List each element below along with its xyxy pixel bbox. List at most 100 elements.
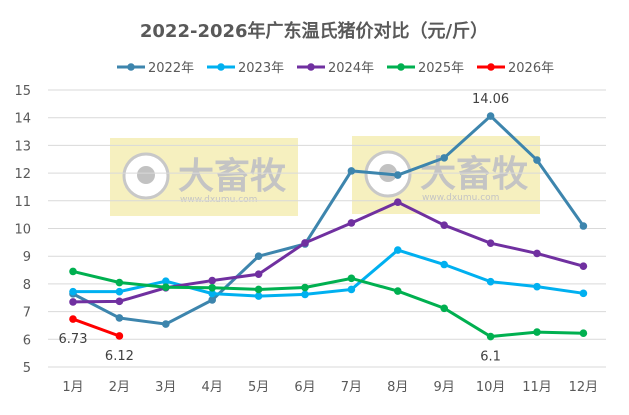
data-point: [301, 290, 309, 299]
data-point: [162, 277, 170, 285]
watermark-url: www.dxumu.com: [180, 195, 257, 205]
data-label: 6.12: [105, 349, 134, 364]
x-tick-label: 2月: [109, 380, 130, 395]
series-2025年: [69, 267, 588, 341]
data-point: [440, 154, 449, 162]
data-point: [486, 277, 495, 286]
data-point: [394, 246, 402, 254]
data-point: [208, 289, 216, 298]
y-tick-label: 12: [14, 167, 31, 182]
data-point: [533, 282, 541, 291]
y-tick-label: 13: [14, 139, 31, 154]
data-point: [533, 156, 541, 164]
legend-label: 2026年: [508, 61, 554, 76]
legend-item: 2023年: [207, 61, 284, 76]
x-tick-label: 11月: [522, 380, 552, 395]
data-point: [579, 222, 588, 230]
gridlines: [48, 89, 606, 368]
data-point: [115, 314, 124, 322]
data-point: [347, 167, 356, 175]
y-tick-label: 6: [23, 333, 31, 348]
x-axis-ticks: 1月 2月 3月 4月 5月 6月 7月 8月 9月 10月 11月 12月: [62, 380, 598, 395]
watermark-url: www.dxumu.com: [422, 193, 499, 203]
x-tick-label: 8月: [387, 380, 408, 395]
series-line: [72, 269, 584, 339]
legend-item: 2022年: [117, 61, 194, 76]
y-axis-ticks: 5 6 7 8 9 10 11 12 13 14 15: [14, 84, 31, 376]
data-point: [440, 260, 449, 269]
data-label: 14.06: [472, 92, 509, 107]
y-tick-label: 7: [23, 306, 31, 321]
data-point: [115, 287, 124, 296]
legend-item: 2025年: [387, 61, 464, 76]
data-point: [162, 320, 170, 328]
data-point: [115, 297, 124, 306]
data-point: [69, 287, 77, 296]
y-tick-label: 8: [23, 278, 31, 293]
legend-label: 2024年: [328, 61, 374, 76]
data-point: [69, 298, 77, 306]
legend-item: 2024年: [297, 61, 374, 76]
y-tick-label: 14: [14, 112, 31, 127]
data-point: [440, 221, 449, 229]
legend-label: 2025年: [418, 61, 464, 76]
data-point: [254, 292, 263, 300]
series-line: [72, 200, 584, 304]
series-2026年: [69, 315, 124, 340]
series-2023年: [69, 246, 588, 300]
legend-label: 2023年: [238, 61, 284, 76]
data-point: [208, 276, 216, 285]
data-point: [579, 289, 588, 298]
legend: 2022年 2023年 2024年 2025年 2026年: [117, 61, 554, 76]
data-point: [69, 315, 77, 323]
x-tick-label: 4月: [202, 380, 223, 395]
data-point: [533, 328, 541, 336]
data-point: [440, 304, 449, 313]
x-tick-label: 6月: [294, 380, 315, 395]
y-tick-label: 15: [14, 84, 31, 99]
data-point: [162, 283, 170, 292]
data-point: [394, 171, 402, 179]
data-point: [301, 239, 309, 247]
x-tick-label: 1月: [62, 380, 83, 395]
y-tick-label: 11: [14, 195, 31, 210]
data-point: [486, 332, 495, 341]
y-tick-label: 9: [23, 250, 31, 265]
data-point: [486, 239, 495, 247]
data-point: [301, 283, 309, 292]
data-point: [347, 285, 356, 294]
data-point: [254, 252, 263, 260]
legend-item: 2026年: [477, 61, 554, 76]
data-point: [208, 283, 216, 292]
x-tick-label: 10月: [476, 380, 506, 395]
data-point: [254, 285, 263, 294]
series-line: [72, 317, 120, 338]
data-point: [486, 112, 495, 120]
data-labels: 14.06 6.1 6.73 6.12: [59, 92, 510, 364]
data-point: [579, 262, 588, 270]
data-point: [347, 219, 356, 227]
data-point: [533, 249, 541, 258]
data-point: [394, 287, 402, 295]
x-tick-label: 7月: [341, 380, 362, 395]
x-tick-label: 9月: [434, 380, 455, 395]
series-lines: [69, 112, 588, 341]
data-point: [394, 198, 402, 206]
data-point: [579, 329, 588, 338]
watermark-logo: 大畜牧: [178, 156, 287, 197]
data-label: 6.1: [480, 350, 501, 365]
data-point: [347, 274, 356, 283]
data-point: [69, 267, 77, 276]
chart-title: 2022-2026年广东温氏猪价对比（元/斤）: [140, 20, 488, 42]
series-line: [73, 248, 584, 298]
x-tick-label: 3月: [155, 380, 176, 395]
data-point: [115, 278, 124, 287]
x-tick-label: 5月: [248, 380, 269, 395]
data-label: 6.73: [59, 332, 88, 347]
x-tick-label: 12月: [569, 380, 599, 395]
